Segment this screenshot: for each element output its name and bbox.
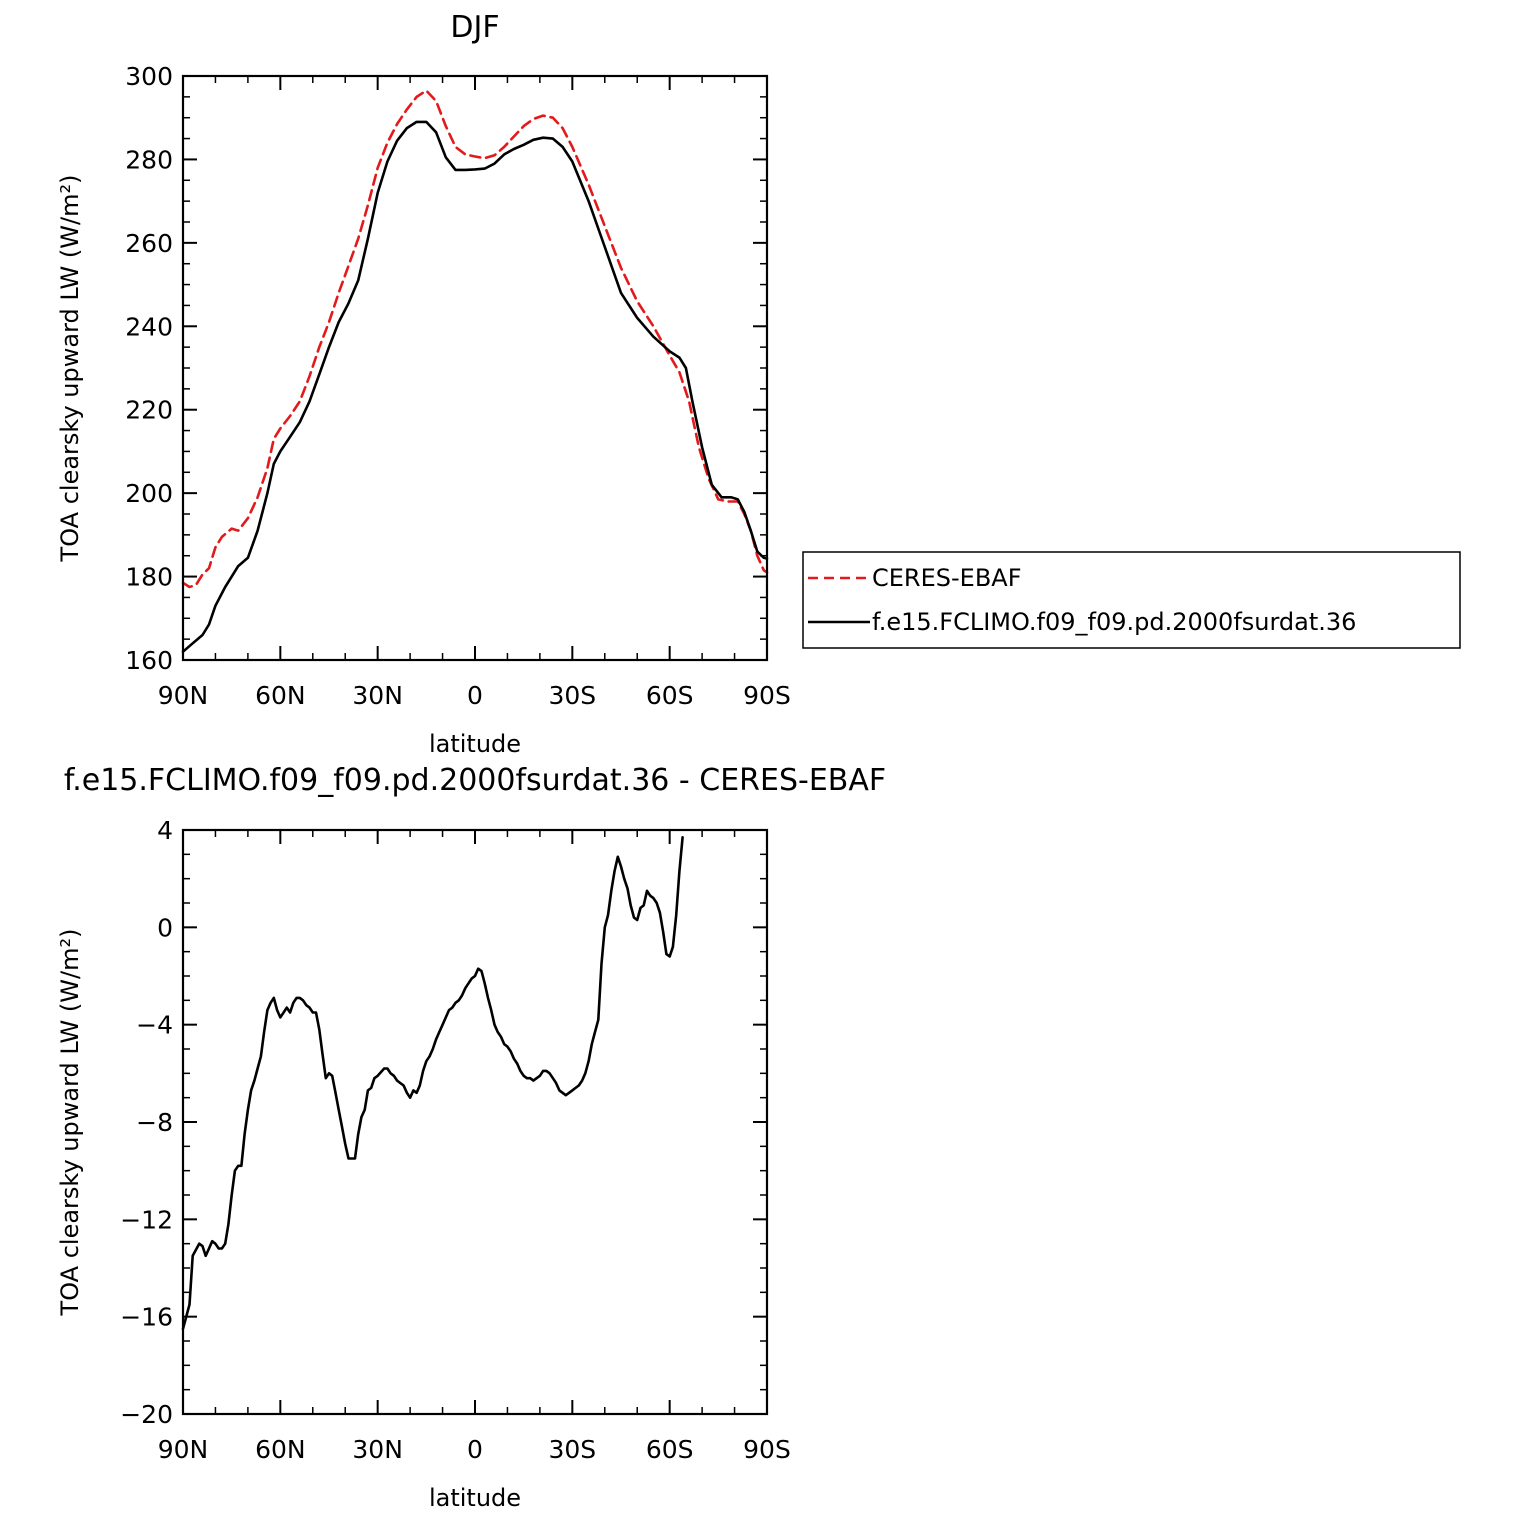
bottom-y-axis-label: TOA clearsky upward LW (W/m²) [56,929,84,1317]
legend: CERES-EBAF f.e15.FCLIMO.f09_f09.pd.2000f… [802,551,1461,649]
bottom-y-tick-label: 4 [157,816,173,845]
top-y-tick-label: 220 [125,396,173,425]
top-panel: DJF 90N 60N 30N 0 30S 60S 90S 160 180 200 220 240 26… [56,10,1461,758]
bottom-x-axis-label: latitude [429,1484,521,1512]
top-series-line-0 [181,89,769,589]
bottom-x-tick-label: 30S [548,1435,596,1464]
top-chart-title: DJF [450,10,499,45]
top-y-tick-label: 160 [125,646,173,675]
top-series-line-1 [181,120,769,653]
top-y-axis-label: TOA clearsky upward LW (W/m²) [56,175,84,563]
top-x-tick-label: 30N [352,681,403,710]
bottom-plot-frame [181,828,769,1416]
top-x-tick-label: 60N [255,681,306,710]
top-y-tick-label: 280 [125,145,173,174]
top-x-tick-label: 60S [646,681,694,710]
bottom-y-tick-label: 0 [157,913,173,942]
top-y-tick-label: 260 [125,229,173,258]
top-plot-frame [181,74,769,662]
top-x-axis-label: latitude [429,730,521,758]
bottom-x-tick-label: 30N [352,1435,403,1464]
bottom-x-tick-label: 60N [255,1435,306,1464]
bottom-y-tick-label: −20 [120,1400,173,1429]
top-y-tick-label: 240 [125,312,173,341]
legend-label-model: f.e15.FCLIMO.f09_f09.pd.2000fsurdat.36 [872,608,1356,636]
legend-label-ceres: CERES-EBAF [872,564,1022,592]
bottom-y-tick-label: −12 [120,1205,173,1234]
top-x-tick-label: 30S [548,681,596,710]
top-x-tick-label: 0 [467,681,483,710]
bottom-series-line-0 [181,836,684,1331]
bottom-x-tick-label: 90S [743,1435,791,1464]
bottom-chart-title: f.e15.FCLIMO.f09_f09.pd.2000fsurdat.36 -… [64,763,886,798]
bottom-y-tick-label: −8 [136,1108,173,1137]
bottom-x-tick-label: 60S [646,1435,694,1464]
bottom-y-tick-label: −4 [136,1011,173,1040]
top-plot-area: 90N 60N 30N 0 30S 60S 90S 160 180 200 220 240 260 280… [125,62,791,710]
legend-box [802,551,1461,649]
bottom-plot-area: 90N 60N 30N 0 30S 60S 90S −20 −16 −12 −8 −4 0 4 [120,816,791,1464]
bottom-x-tick-label: 0 [467,1435,483,1464]
top-y-tick-label: 300 [125,62,173,91]
bottom-x-tick-label: 90N [158,1435,209,1464]
bottom-y-tick-label: −16 [120,1303,173,1332]
bottom-panel: f.e15.FCLIMO.f09_f09.pd.2000fsurdat.36 -… [56,763,886,1512]
top-y-tick-label: 180 [125,563,173,592]
top-y-tick-label: 200 [125,479,173,508]
top-x-tick-label: 90N [158,681,209,710]
top-x-tick-label: 90S [743,681,791,710]
